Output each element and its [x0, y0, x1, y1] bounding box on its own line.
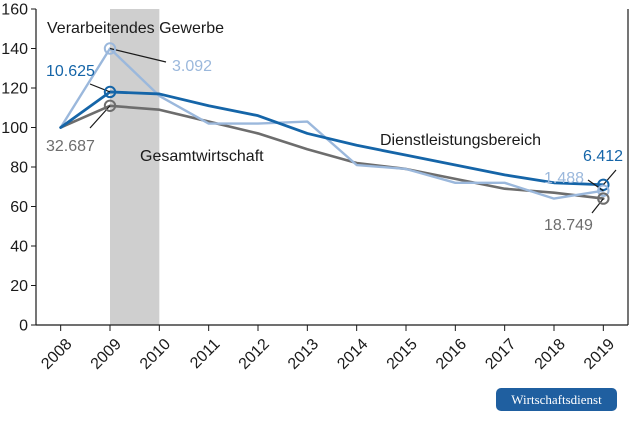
- y-tick-label: 100: [1, 120, 28, 137]
- annotation-label: 3.092: [172, 58, 212, 75]
- y-tick-label: 160: [1, 2, 28, 19]
- annotation-leader-line: [591, 198, 604, 214]
- legend-label-verarbeitendes-gewerbe: Verarbeitendes Gewerbe: [47, 20, 224, 37]
- x-tick-label: 2009: [88, 336, 125, 373]
- annotation-label: 18.749: [544, 217, 593, 234]
- series-line-gesamtwirtschaft: [59, 104, 605, 200]
- annotation-label: 1.488: [544, 170, 584, 187]
- x-tick-label: 2019: [581, 336, 618, 373]
- y-tick-label: 40: [10, 239, 28, 256]
- y-tick-label: 60: [10, 199, 28, 216]
- legend-label-gesamtwirtschaft: Gesamtwirtschaft: [140, 148, 264, 165]
- x-tick-label: 2017: [482, 336, 519, 373]
- annotation-marker: [597, 184, 610, 197]
- series-line-dienstleistungsbereich: [59, 90, 605, 187]
- annotation-leader-line: [587, 179, 604, 192]
- x-tick-label: 2010: [137, 336, 174, 373]
- x-tick-label: 2014: [334, 336, 371, 373]
- series-line-verarbeitendes-gewerbe: [59, 47, 605, 200]
- y-tick-label: 0: [19, 318, 28, 335]
- y-tick-label: 80: [10, 160, 28, 177]
- annotation-leader-line: [89, 83, 111, 93]
- shaded-period: [110, 9, 160, 325]
- y-tick-label: 20: [10, 278, 28, 295]
- annotation-label: 10.625: [46, 63, 95, 80]
- x-tick-label: 2008: [38, 336, 75, 373]
- x-tick-label: 2016: [433, 336, 470, 373]
- legend-label-dienstleistungsbereich: Dienstleistungsbereich: [380, 132, 541, 149]
- y-tick-label: 140: [1, 41, 28, 58]
- annotation-leader-line: [109, 47, 167, 63]
- x-tick-label: 2013: [285, 336, 322, 373]
- x-tick-label: 2015: [384, 336, 421, 373]
- x-tick-label: 2018: [532, 336, 569, 373]
- annotation-marker: [597, 192, 610, 205]
- annotation-label: 32.687: [46, 138, 95, 155]
- x-tick-label: 2011: [187, 336, 223, 372]
- annotation-marker: [103, 42, 117, 55]
- annotation-label: 6.412: [583, 148, 623, 165]
- annotation-marker: [103, 85, 117, 99]
- publisher-badge: Wirtschaftsdienst: [496, 388, 617, 411]
- annotation-marker: [103, 99, 117, 112]
- y-tick-label: 120: [1, 81, 28, 98]
- annotation-leader-line: [602, 169, 617, 186]
- x-tick-label: 2012: [236, 336, 273, 373]
